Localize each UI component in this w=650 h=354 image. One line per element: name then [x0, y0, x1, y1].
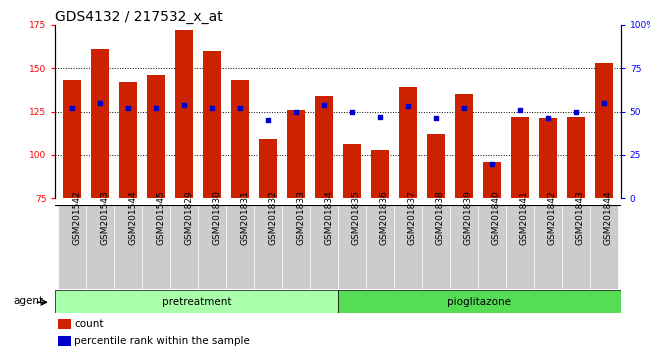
Bar: [483, 162, 501, 198]
Point: [179, 102, 189, 107]
Bar: [231, 80, 249, 198]
Text: GSM201841: GSM201841: [520, 190, 529, 245]
Bar: [287, 110, 305, 198]
Text: pretreatment: pretreatment: [162, 297, 231, 307]
Bar: [310, 205, 338, 289]
Point: [571, 109, 581, 114]
Bar: [450, 205, 478, 289]
Bar: [147, 75, 165, 198]
Text: GSM201842: GSM201842: [548, 190, 557, 245]
Point: [318, 102, 329, 107]
Bar: [478, 205, 506, 289]
Bar: [259, 139, 277, 198]
Text: GSM201836: GSM201836: [380, 190, 389, 245]
Text: GSM201833: GSM201833: [296, 190, 305, 245]
Bar: [343, 144, 361, 198]
Point: [515, 107, 525, 113]
Text: GSM201837: GSM201837: [408, 190, 417, 245]
Bar: [338, 205, 366, 289]
Text: GSM201838: GSM201838: [436, 190, 445, 245]
Text: count: count: [74, 319, 103, 329]
Text: GSM201830: GSM201830: [212, 190, 221, 245]
Bar: [371, 150, 389, 198]
Bar: [58, 336, 70, 346]
Text: GSM201544: GSM201544: [128, 190, 137, 245]
Bar: [142, 205, 170, 289]
Bar: [254, 205, 282, 289]
Text: GSM201545: GSM201545: [156, 190, 165, 245]
Bar: [175, 30, 193, 198]
Bar: [422, 205, 450, 289]
Bar: [55, 290, 338, 313]
Bar: [119, 82, 137, 198]
Text: GSM201831: GSM201831: [240, 190, 249, 245]
Bar: [455, 94, 473, 198]
Text: GSM201839: GSM201839: [464, 190, 473, 245]
Text: GSM201829: GSM201829: [184, 190, 193, 245]
Text: GSM201844: GSM201844: [604, 190, 613, 245]
Bar: [338, 290, 621, 313]
Point: [459, 105, 469, 111]
Text: GSM201834: GSM201834: [324, 190, 333, 245]
Bar: [170, 205, 198, 289]
Bar: [539, 119, 557, 198]
Point: [67, 105, 77, 111]
Bar: [394, 205, 422, 289]
Bar: [399, 87, 417, 198]
Text: GSM201843: GSM201843: [576, 190, 585, 245]
Point: [263, 118, 273, 123]
Point: [95, 100, 105, 105]
Text: percentile rank within the sample: percentile rank within the sample: [74, 336, 250, 346]
Bar: [562, 205, 590, 289]
Bar: [226, 205, 254, 289]
Text: GSM201840: GSM201840: [492, 190, 501, 245]
Point: [207, 105, 217, 111]
Point: [487, 161, 497, 166]
Point: [235, 105, 245, 111]
Point: [291, 109, 301, 114]
Bar: [427, 134, 445, 198]
Bar: [203, 51, 221, 198]
Point: [599, 100, 609, 105]
Bar: [567, 117, 585, 198]
Point: [123, 105, 133, 111]
Text: pioglitazone: pioglitazone: [447, 297, 512, 307]
Bar: [366, 205, 394, 289]
Text: GDS4132 / 217532_x_at: GDS4132 / 217532_x_at: [55, 10, 223, 24]
Point: [151, 105, 161, 111]
Bar: [282, 205, 310, 289]
Bar: [114, 205, 142, 289]
Point: [403, 103, 413, 109]
Bar: [63, 80, 81, 198]
Point: [347, 109, 358, 114]
Point: [543, 116, 553, 121]
Text: GSM201543: GSM201543: [100, 190, 109, 245]
Text: GSM201542: GSM201542: [72, 190, 81, 245]
Bar: [534, 205, 562, 289]
Bar: [590, 205, 618, 289]
Bar: [315, 96, 333, 198]
Text: GSM201832: GSM201832: [268, 190, 277, 245]
Bar: [506, 205, 534, 289]
Bar: [58, 205, 86, 289]
Text: GSM201835: GSM201835: [352, 190, 361, 245]
Bar: [511, 117, 529, 198]
Text: agent: agent: [14, 296, 44, 306]
Point: [375, 114, 385, 120]
Bar: [198, 205, 226, 289]
Bar: [86, 205, 114, 289]
Point: [431, 116, 441, 121]
Bar: [58, 319, 70, 330]
Bar: [595, 63, 613, 198]
Bar: [91, 49, 109, 198]
